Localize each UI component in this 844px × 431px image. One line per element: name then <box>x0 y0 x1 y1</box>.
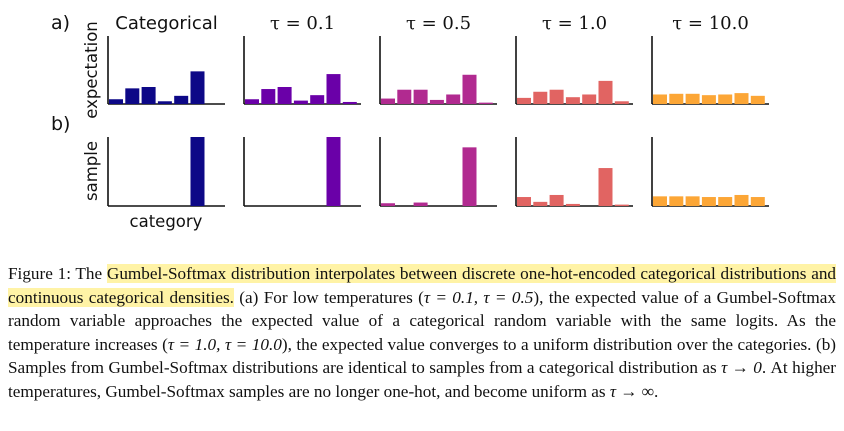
bar-sample-4-6 <box>598 168 613 206</box>
bar-sample-4-2 <box>533 201 548 206</box>
bar-expectation-5-3 <box>685 93 700 104</box>
bar-expectation-2-4 <box>293 100 308 104</box>
column-title-1: Categorical <box>115 13 218 34</box>
bar-expectation-3-3 <box>413 89 428 104</box>
bar-expectation-1-1 <box>109 99 123 104</box>
ylabel-sample: sample <box>82 141 101 201</box>
bar-expectation-2-7 <box>342 101 357 104</box>
bar-expectation-1-3 <box>141 87 156 104</box>
bar-expectation-3-5 <box>446 94 461 104</box>
caption-tau-zero: τ → 0 <box>721 358 762 377</box>
bar-expectation-2-1 <box>245 99 259 104</box>
bar-expectation-4-7 <box>614 101 629 104</box>
bar-sample-4-4 <box>565 203 580 206</box>
ylabel-expectation: expectation <box>82 21 101 119</box>
row-label-expectation: a) <box>51 12 70 34</box>
bar-sample-4-1 <box>517 197 531 206</box>
bar-sample-5-6 <box>734 194 749 206</box>
bar-expectation-5-7 <box>750 95 765 104</box>
bar-sample-1-6 <box>190 137 205 206</box>
bar-expectation-5-6 <box>734 93 749 104</box>
caption-part-5: . <box>654 381 659 401</box>
bar-expectation-1-4 <box>157 101 172 104</box>
bar-sample-5-7 <box>750 197 765 206</box>
bar-expectation-5-4 <box>701 95 716 104</box>
bar-sample-2-6 <box>326 137 341 206</box>
bar-expectation-5-5 <box>718 94 733 104</box>
figure-caption: Figure 1: The Gumbel-Softmax distributio… <box>8 262 837 403</box>
figure-grid: a) expectation b) sample Categorical τ = 0.1 τ… <box>51 12 769 231</box>
bar-expectation-2-6 <box>326 74 341 104</box>
bar-sample-5-4 <box>701 197 716 206</box>
bar-expectation-2-3 <box>277 87 292 104</box>
bar-expectation-2-2 <box>261 89 276 104</box>
bar-sample-5-1 <box>653 196 667 206</box>
bar-expectation-5-2 <box>669 93 684 104</box>
xlabel-category: category <box>130 212 203 231</box>
caption-tau-inf: τ → ∞ <box>609 381 655 401</box>
caption-part-4: . At higher temperatures, Gumbel-Softmax… <box>8 358 837 401</box>
bar-expectation-4-5 <box>582 94 597 104</box>
bar-sample-3-3 <box>413 202 428 206</box>
bar-expectation-1-6 <box>190 71 205 104</box>
caption-figure-label: Figure 1: The <box>8 264 103 283</box>
bar-expectation-1-2 <box>125 88 140 104</box>
bar-expectation-4-4 <box>565 97 580 104</box>
column-title-5: τ = 10.0 <box>672 13 749 34</box>
bar-expectation-3-4 <box>429 99 444 104</box>
bar-expectation-4-1 <box>517 97 531 104</box>
bar-sample-3-6 <box>462 147 477 206</box>
bar-sample-5-5 <box>718 197 733 206</box>
caption-part-2: ), the expected value of a Gumbel-Softma… <box>8 287 837 354</box>
bar-expectation-3-2 <box>397 89 412 104</box>
bar-expectation-1-5 <box>174 95 189 104</box>
bar-sample-4-3 <box>549 194 564 206</box>
caption-part-3: ), the expected value converges to a uni… <box>8 334 837 378</box>
bar-expectation-3-1 <box>381 98 395 104</box>
bar-expectation-4-6 <box>598 80 613 104</box>
caption-tau-low: τ = 0.1, τ = 0.5 <box>423 287 534 307</box>
bar-expectation-3-6 <box>462 74 477 104</box>
bar-expectation-3-7 <box>478 102 493 104</box>
bar-sample-5-3 <box>685 196 700 206</box>
column-title-3: τ = 0.5 <box>406 13 471 34</box>
column-title-4: τ = 1.0 <box>542 13 607 34</box>
bar-sample-5-2 <box>669 196 684 206</box>
bar-sample-3-1 <box>381 203 395 206</box>
bar-expectation-4-3 <box>549 89 564 104</box>
column-title-2: τ = 0.1 <box>270 13 335 34</box>
caption-tau-high: τ = 1.0, τ = 10.0 <box>167 334 282 354</box>
bar-expectation-2-5 <box>310 95 325 104</box>
bar-sample-4-7 <box>614 204 629 206</box>
bar-expectation-5-1 <box>653 94 667 104</box>
caption-part-1: (a) For low temperatures ( <box>239 287 424 307</box>
row-label-sample: b) <box>51 113 70 135</box>
bar-expectation-4-2 <box>533 91 548 104</box>
